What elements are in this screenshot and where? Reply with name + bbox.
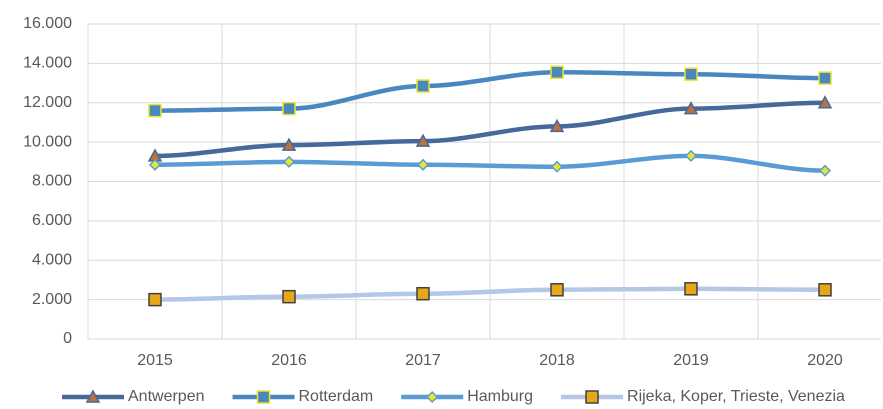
data-point xyxy=(415,133,431,147)
data-point xyxy=(416,286,430,301)
x-tick-label: 2016 xyxy=(271,352,307,369)
data-point xyxy=(148,158,162,171)
series-line xyxy=(152,286,828,302)
legend-marker xyxy=(585,390,599,404)
y-tick-label: 14.000 xyxy=(23,55,72,72)
data-point xyxy=(281,137,297,151)
series-line xyxy=(152,153,828,173)
data-point xyxy=(818,164,832,177)
data-point xyxy=(683,101,699,115)
legend-label: Rijeka, Koper, Trieste, Venezia xyxy=(627,388,845,405)
data-point xyxy=(416,158,430,171)
data-point xyxy=(550,160,564,173)
y-tick-label: 12.000 xyxy=(23,94,72,111)
y-tick-label: 2.000 xyxy=(32,291,72,308)
y-tick-label: 8.000 xyxy=(32,173,72,190)
data-point xyxy=(282,101,296,116)
legend-label: Hamburg xyxy=(467,388,533,405)
data-point xyxy=(684,149,698,162)
series-line xyxy=(152,69,828,113)
data-point xyxy=(818,283,832,297)
data-point xyxy=(549,118,565,133)
y-tick-label: 4.000 xyxy=(32,251,72,268)
data-point xyxy=(550,283,564,297)
legend-marker xyxy=(426,390,439,404)
data-point xyxy=(818,71,832,85)
y-tick-label: 10.000 xyxy=(23,133,72,150)
series-line xyxy=(152,100,828,159)
data-point xyxy=(550,65,564,79)
data-point xyxy=(817,95,833,109)
legend-marker xyxy=(85,389,101,403)
data-point xyxy=(148,103,162,118)
data-point xyxy=(684,67,698,81)
x-tick-label: 2020 xyxy=(807,352,843,369)
x-tick-label: 2019 xyxy=(673,352,709,369)
data-point xyxy=(148,292,162,307)
legend-label: Rotterdam xyxy=(299,388,374,405)
y-tick-label: 0 xyxy=(63,330,72,347)
data-point xyxy=(416,79,430,93)
y-tick-label: 16.000 xyxy=(23,15,72,32)
data-point xyxy=(282,289,296,304)
data-point xyxy=(282,155,296,168)
x-tick-label: 2018 xyxy=(539,352,575,369)
x-tick-label: 2015 xyxy=(137,352,173,369)
legend-marker xyxy=(256,390,271,404)
data-point xyxy=(684,282,698,296)
y-tick-label: 6.000 xyxy=(32,212,72,229)
legend-label: Antwerpen xyxy=(128,388,205,405)
x-tick-label: 2017 xyxy=(405,352,441,369)
